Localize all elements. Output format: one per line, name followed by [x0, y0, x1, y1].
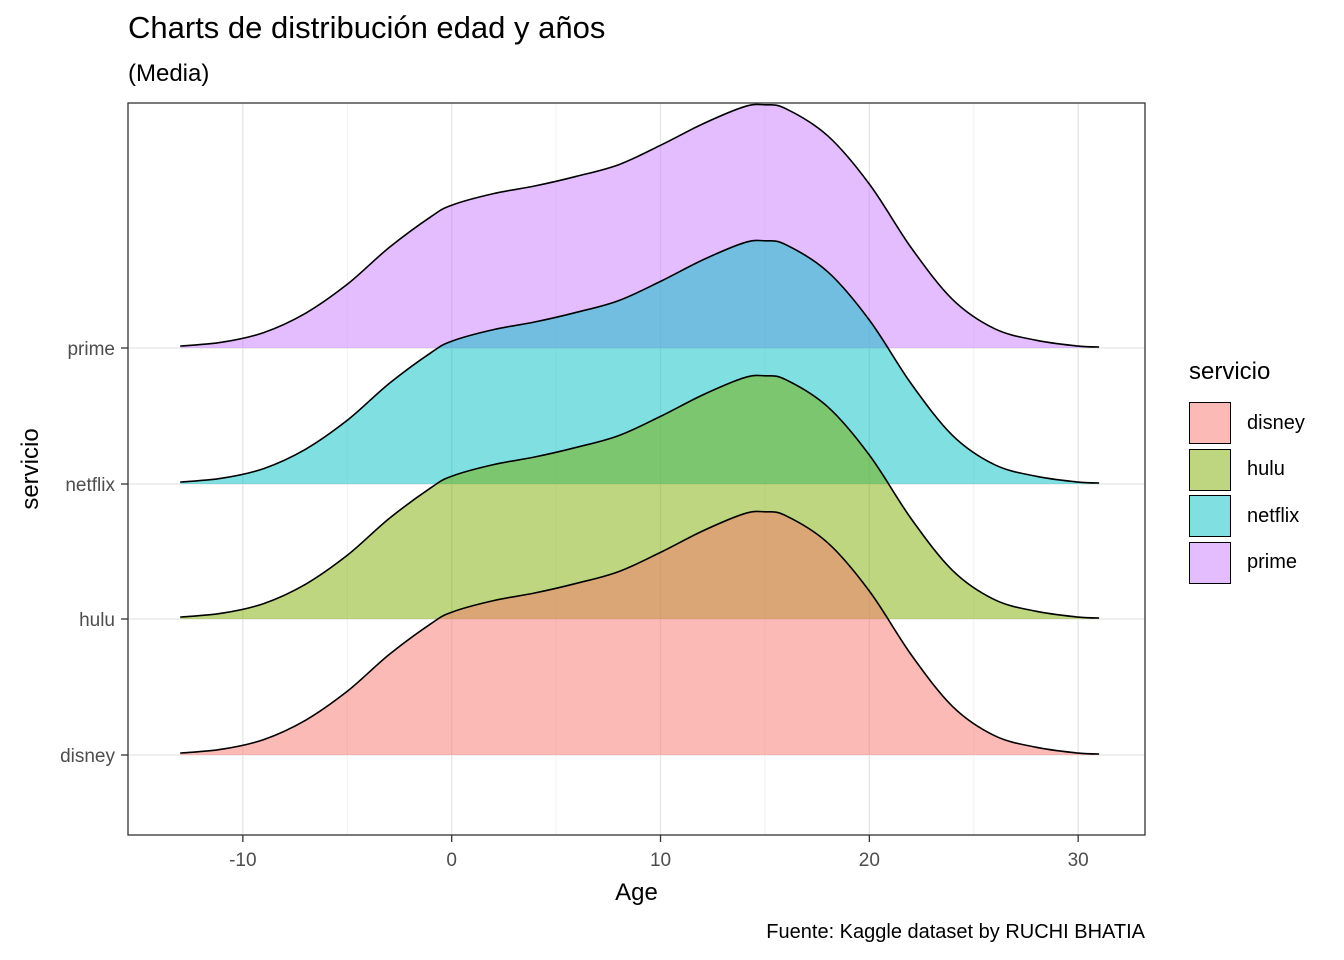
y-tick-label: disney — [60, 746, 115, 767]
ridge-area-netflix — [180, 240, 1100, 484]
ridge-line-hulu — [180, 374, 1100, 619]
legend-items: disney hulu netflix prime — [1189, 400, 1305, 586]
x-tick-label: -10 — [229, 850, 256, 871]
x-tick-label: 20 — [859, 850, 880, 871]
y-tick-label: prime — [67, 339, 115, 360]
chart-title: Charts de distribución edad y años — [128, 10, 606, 45]
y-tick-label: hulu — [79, 610, 115, 631]
x-tick-label: 10 — [650, 850, 671, 871]
panel-border — [127, 102, 1146, 836]
x-tick-label: 30 — [1068, 850, 1089, 871]
x-tick-label: 0 — [446, 850, 457, 871]
x-axis-title: Age — [615, 879, 658, 906]
legend-key-disney — [1189, 402, 1231, 445]
legend-label-netflix: netflix — [1247, 504, 1300, 527]
ridge-line-prime — [180, 103, 1100, 348]
legend-label-hulu: hulu — [1247, 458, 1285, 481]
legend-label-disney: disney — [1247, 411, 1305, 434]
legend-key-hulu — [1189, 448, 1231, 491]
legend-item-disney: disney — [1189, 400, 1305, 447]
legend-key-prime — [1189, 541, 1231, 584]
legend: servicio disney hulu netflix prime — [1189, 358, 1305, 586]
chart-subtitle: (Media) — [128, 60, 210, 87]
y-tick-label: netflix — [65, 475, 115, 496]
legend-item-prime: prime — [1189, 540, 1305, 587]
ridge-line-disney — [180, 510, 1100, 755]
ridge-area-hulu — [180, 375, 1100, 619]
chart-caption: Fuente: Kaggle dataset by RUCHI BHATIA — [766, 921, 1145, 943]
legend-title: servicio — [1189, 358, 1271, 385]
legend-label-prime: prime — [1247, 551, 1298, 574]
legend-key-netflix — [1189, 495, 1231, 538]
ridge-area-prime — [180, 104, 1100, 348]
legend-item-netflix: netflix — [1189, 493, 1305, 540]
ridge-line-netflix — [180, 239, 1100, 484]
y-axis-title: servicio — [17, 428, 44, 509]
ridge-area-disney — [180, 511, 1100, 755]
legend-item-hulu: hulu — [1189, 447, 1305, 494]
